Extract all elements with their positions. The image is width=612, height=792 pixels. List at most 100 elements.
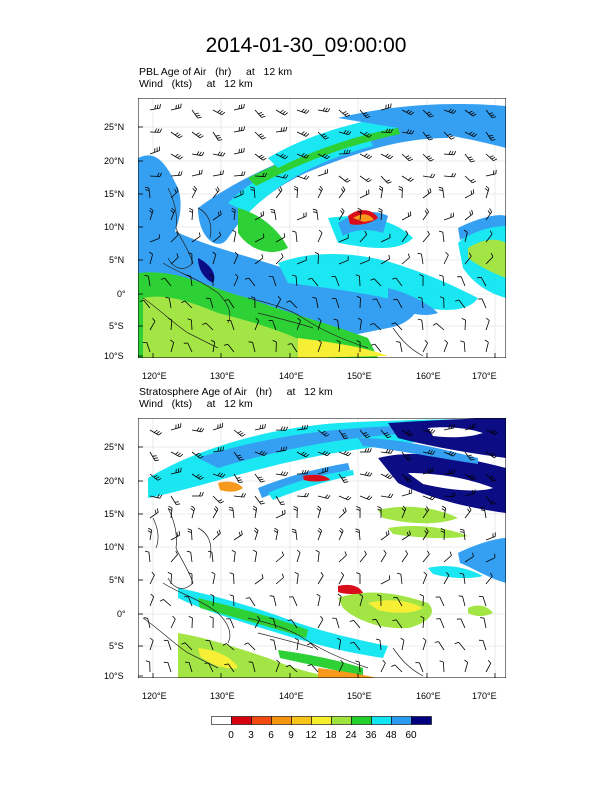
wind-barb [191,173,202,177]
wind-barb-flag [340,527,344,532]
wind-barb-flag [305,155,310,159]
wind-barb-flag [144,550,149,553]
wind-barb-flag [272,340,277,343]
wind-barb-flag [191,505,195,509]
wind-barb [373,278,382,287]
wind-barb [401,534,411,541]
wind-barb [401,640,405,651]
wind-barb-flag [303,154,307,158]
wind-barb-flag [196,427,200,432]
wind-barb-flag [385,128,388,133]
wind-barb-flag [324,451,328,456]
wind-barb-flag [337,593,342,597]
wind-barb [229,618,235,629]
wind-barb-flag [301,131,305,135]
map-title: 2014-01-30_09:00:00 [205,34,407,57]
colorbar-swatch [211,716,232,725]
wind-barb-flag [304,425,306,430]
wind-barbs-1 [139,103,498,353]
pbl-age-field [138,103,506,358]
wind-barb [443,254,449,265]
wind-barb [296,640,299,651]
wind-barb-flag [301,451,305,455]
wind-barb-flag [240,104,243,109]
wind-barb-flag [342,509,345,514]
wind-barb-flag [187,318,192,321]
wind-barb [338,237,349,243]
wind-barb-flag [149,637,154,641]
wind-barb-flag [388,128,391,133]
wind-barb-flag [434,641,439,643]
wind-barb-flag [423,571,427,575]
wind-barbs-2 [143,422,499,673]
wind-barb [170,618,176,629]
wind-barb-flag [340,188,344,193]
wind-barb-flag [372,618,377,621]
wind-barb-flag [305,454,310,458]
wind-barb-flag [217,472,221,476]
wind-barb-flag [428,157,433,160]
wind-barb-flag [472,477,477,481]
wind-barb-flag [187,530,192,533]
wind-barb [317,619,324,629]
wind-barb [464,175,473,184]
wind-barb [373,323,382,331]
wind-barb-flag [490,500,495,503]
wind-barb [464,255,472,265]
wind-barb-flag [467,156,472,159]
wind-barb [338,211,345,221]
wind-barb-flag [159,172,162,177]
wind-barb-flag [320,572,324,576]
wind-barb-flag [469,211,472,216]
wind-barb-flag [159,494,163,499]
wind-barb-flag [428,138,433,141]
wind-barb-flag [280,447,283,452]
wind-barb-flag [147,530,152,533]
wind-barb-flag [409,158,414,162]
wind-barb [170,495,177,505]
wind-barb-flag [364,153,368,157]
wind-barb-flag [411,130,415,135]
wind-barb-flag [306,176,310,180]
wind-barb [188,662,193,673]
wind-barb [296,574,299,585]
wind-barb [485,663,492,673]
wind-barb [170,190,179,199]
wind-barb-flag [234,251,239,256]
wind-barb-flag [385,531,388,536]
wind-barb [184,642,193,651]
wind-barb-flag [430,173,433,178]
wind-barb-flag [344,178,349,181]
colorbar-label: 48 [385,730,397,741]
wind-barb [317,495,328,499]
wind-barb-flag [211,339,215,343]
wind-barb-flag [387,154,391,158]
wind-barb [422,617,425,629]
wind-barb-flag [293,506,298,509]
wind-barb-flag [196,151,200,156]
wind-barb-flag [408,110,412,114]
wind-barb [170,256,179,265]
coastlines-1 [142,187,424,357]
wind-barb-flag [339,530,343,534]
wind-barb [358,529,361,541]
lat-tick: 0° [117,289,126,299]
wind-barb [233,552,236,563]
wind-barb [147,618,151,629]
wind-barb-flag [388,575,391,580]
wind-barb-flag [323,432,328,436]
wind-barb-flag [453,469,456,474]
wind-barb [212,509,219,519]
wind-barb [212,189,220,199]
wind-barb-flag [491,477,496,480]
wind-barb-flag [317,317,322,321]
wind-barb [275,299,282,309]
wind-barb [311,664,319,673]
wind-barb [149,530,153,541]
wind-barb [442,232,445,243]
wind-barb-flag [229,572,234,575]
wind-barb-flag [192,188,196,192]
wind-barb-flag [340,571,345,576]
wind-barb-flag [405,155,410,158]
wind-barb [164,277,172,287]
